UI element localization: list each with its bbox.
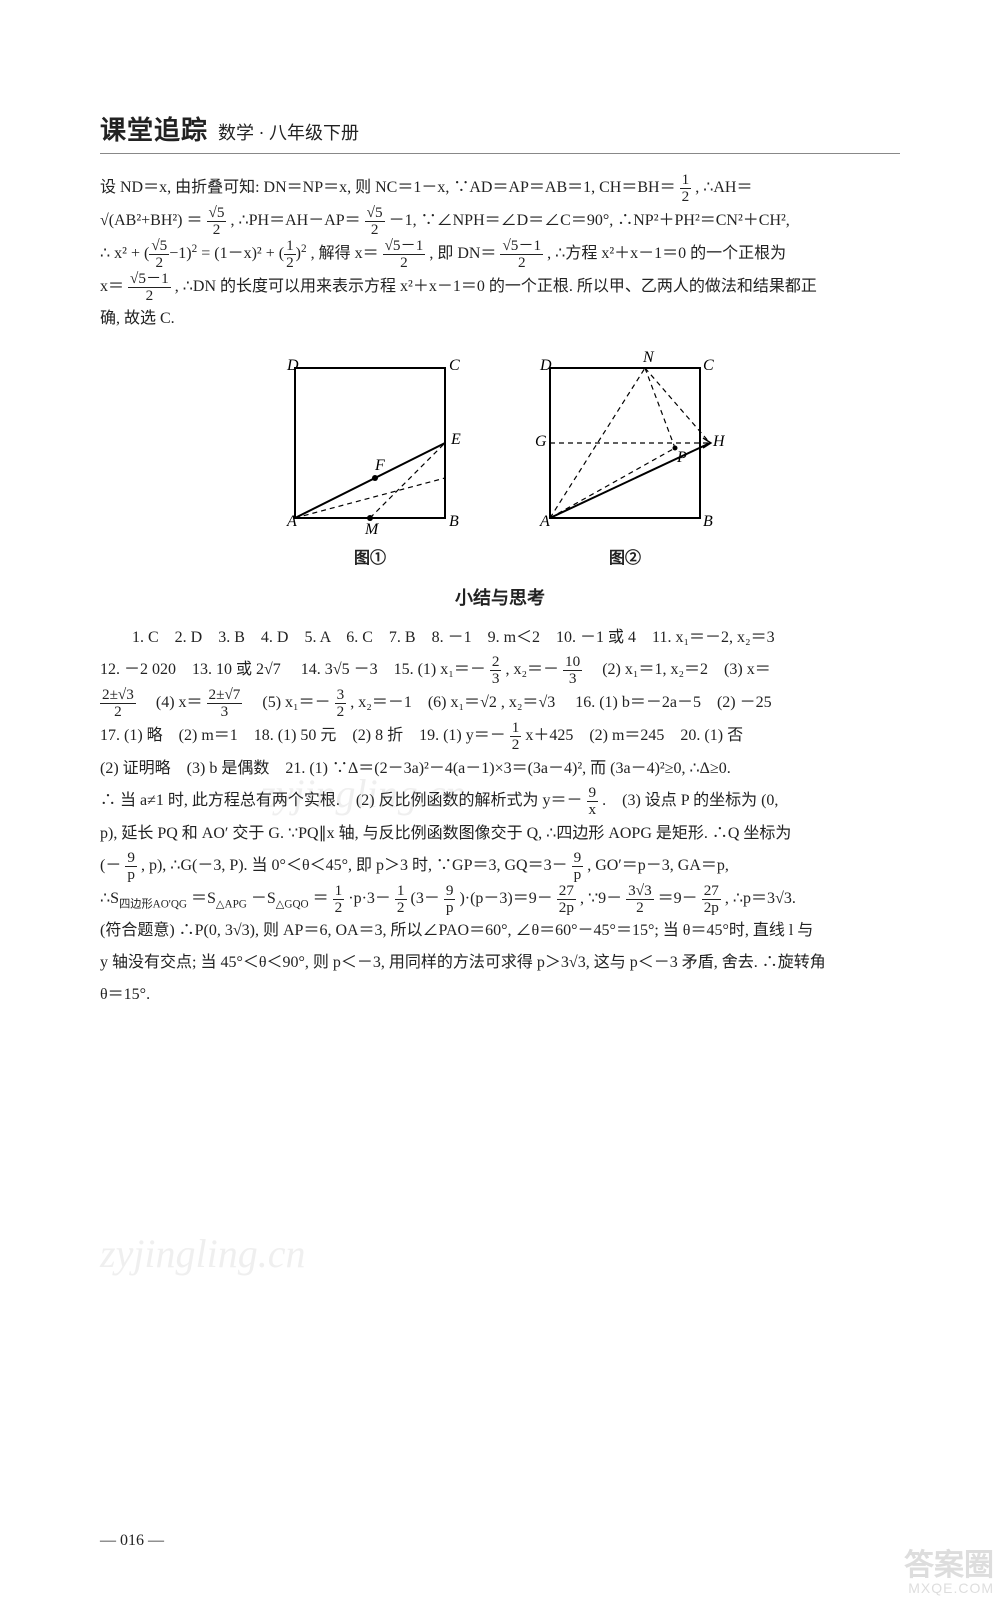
svg-text:H: H: [712, 433, 725, 450]
svg-text:F: F: [374, 457, 385, 474]
answer-line: p), 延长 PQ 和 AO′ 交于 G. ∵PQ∥x 轴, 与反比例函数图像交…: [100, 818, 900, 850]
svg-text:C: C: [449, 357, 460, 374]
frac-half: 12: [680, 172, 692, 205]
text: , ∴PH＝AH－AP＝: [230, 212, 360, 229]
answer-line: 17. (1) 略 (2) m＝1 18. (1) 50 元 (2) 8 折 1…: [100, 720, 900, 753]
page-number: — 016 —: [100, 1532, 164, 1550]
text: 设 ND＝x, 由折叠可知: DN＝NP＝x, 则 NC＝1－x, ∵AD＝AP…: [100, 179, 676, 196]
text: , ∴AH＝: [695, 179, 752, 196]
figure-2-caption: 图②: [609, 544, 641, 568]
figure-row: A B C D E F M 图①: [100, 348, 900, 568]
figure-1-svg: A B C D E F M: [275, 348, 465, 538]
frac: 12: [284, 238, 296, 271]
answer-line: ∴ 当 a≠1 时, 此方程总有两个实根. (2) 反比例函数的解析式为 y＝－…: [100, 785, 900, 818]
answer-line: θ＝15°.: [100, 979, 900, 1011]
text: √(AB²+BH²): [100, 212, 183, 229]
svg-text:D: D: [539, 357, 552, 374]
frac: √5－12: [128, 271, 171, 304]
header-title: 课堂追踪: [100, 110, 208, 147]
text: x＝: [100, 278, 124, 295]
page-header: 课堂追踪 数学 · 八年级下册: [100, 110, 900, 154]
svg-text:B: B: [703, 513, 713, 530]
svg-text:N: N: [642, 349, 655, 366]
text: , ∴方程 x²＋x－1＝0 的一个正根为: [547, 245, 786, 262]
svg-text:B: B: [449, 513, 459, 530]
frac: √5－12: [500, 238, 543, 271]
answer-line: (2) 证明略 (3) b 是偶数 21. (1) ∵Δ＝(2－3a)²－4(a…: [100, 753, 900, 785]
answer-line: ∴S四边形AO'QG ＝S△APG －S△GQO ＝ 12 ·p·3－ 12 (…: [100, 883, 900, 916]
figure-2-svg: A B C D G H N P: [525, 348, 725, 538]
watermark-text: zyjingling.cn: [100, 1230, 306, 1277]
main-derivation: 设 ND＝x, 由折叠可知: DN＝NP＝x, 则 NC＝1－x, ∵AD＝AP…: [100, 172, 900, 334]
figure-1-caption: 图①: [354, 544, 386, 568]
svg-text:P: P: [676, 449, 687, 466]
text: = (1－x)² +: [201, 245, 279, 262]
text: ∴ x² +: [100, 245, 144, 262]
figure-2: A B C D G H N P 图②: [525, 348, 725, 568]
text: , 即 DN＝: [429, 245, 496, 262]
svg-text:A: A: [286, 513, 297, 530]
svg-text:D: D: [286, 357, 299, 374]
watermark-brand: 答案圈: [904, 1550, 994, 1582]
answer-line: 2±√32 (4) x＝ 2±√73 (5) x₁＝－ 32 , x₂＝－1 (…: [100, 687, 900, 720]
answer-line: (符合题意) ∴P(0, 3√3), 则 AP＝6, OA＝3, 所以∠PAO＝…: [100, 915, 900, 947]
section-title: 小结与思考: [100, 584, 900, 610]
watermark-corner: 答案圈 MXQE.COM: [904, 1550, 994, 1596]
header-subtitle: 数学 · 八年级下册: [218, 119, 359, 145]
frac: √52: [149, 238, 169, 271]
frac: √5－12: [383, 238, 426, 271]
text: , 解得 x＝: [311, 245, 379, 262]
answer-line: y 轴没有交点; 当 45°＜θ＜90°, 则 p＜－3, 用同样的方法可求得 …: [100, 947, 900, 979]
svg-text:E: E: [450, 431, 461, 448]
text: ＝: [187, 212, 203, 229]
watermark-url: MXQE.COM: [904, 1581, 994, 1596]
svg-text:C: C: [703, 357, 714, 374]
frac: √52: [365, 205, 385, 238]
answer-line: 12. －2 020 13. 10 或 2√7 14. 3√5 －3 15. (…: [100, 654, 900, 687]
text: －1, ∵∠NPH＝∠D＝∠C＝90°, ∴NP²＋PH²＝CN²＋CH²,: [389, 212, 790, 229]
text: 确, 故选 C.: [100, 310, 175, 327]
svg-text:M: M: [364, 521, 380, 538]
figure-1: A B C D E F M 图①: [275, 348, 465, 568]
svg-text:G: G: [535, 433, 547, 450]
page: 课堂追踪 数学 · 八年级下册 设 ND＝x, 由折叠可知: DN＝NP＝x, …: [0, 0, 1000, 1600]
answer-line: (－ 9p , p), ∴G(－3, P). 当 0°＜θ＜45°, 即 p＞3…: [100, 850, 900, 883]
answers-block: 1. C 2. D 3. B 4. D 5. A 6. C 7. B 8. －1…: [100, 622, 900, 1011]
svg-text:A: A: [539, 513, 550, 530]
answer-line: 1. C 2. D 3. B 4. D 5. A 6. C 7. B 8. －1…: [100, 622, 900, 654]
text: , ∴DN 的长度可以用来表示方程 x²＋x－1＝0 的一个正根. 所以甲、乙两…: [175, 278, 817, 295]
frac: √52: [207, 205, 227, 238]
